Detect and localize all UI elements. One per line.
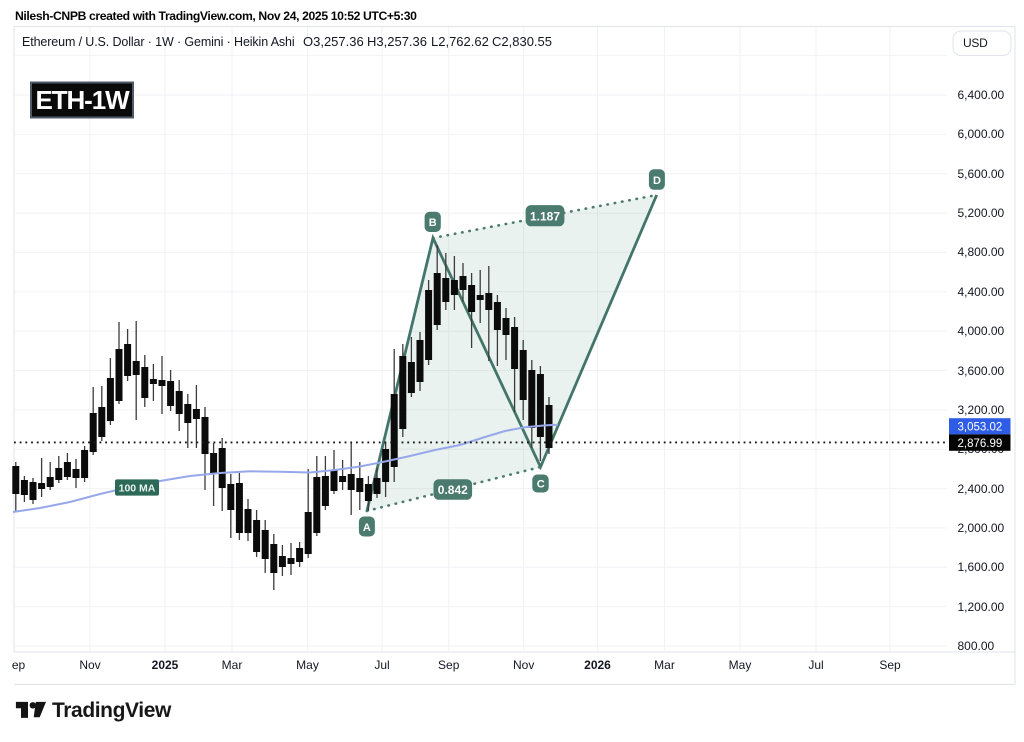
svg-text:2025: 2025 <box>152 658 179 672</box>
svg-text:100 MA: 100 MA <box>119 482 156 494</box>
svg-text:ETH-1W: ETH-1W <box>35 85 130 115</box>
svg-text:2026: 2026 <box>584 658 611 672</box>
svg-text:Nov: Nov <box>513 658 534 672</box>
svg-text:May: May <box>729 658 752 672</box>
svg-text:4,400.00: 4,400.00 <box>958 285 1005 299</box>
svg-text:3,200.00: 3,200.00 <box>958 403 1005 417</box>
svg-text:5,200.00: 5,200.00 <box>958 206 1005 220</box>
svg-text:D: D <box>653 175 661 187</box>
svg-text:2,000.00: 2,000.00 <box>958 521 1005 535</box>
svg-text:800.00: 800.00 <box>958 639 995 653</box>
svg-text:C2,830.55: C2,830.55 <box>492 34 552 49</box>
svg-text:1.187: 1.187 <box>530 210 560 224</box>
svg-text:Ethereum / U.S. Dollar · 1W ·: Ethereum / U.S. Dollar · 1W · Gemini · H… <box>22 35 295 49</box>
svg-text:Nov: Nov <box>79 658 100 672</box>
svg-text:Mar: Mar <box>222 658 243 672</box>
svg-text:2,876.99: 2,876.99 <box>958 438 1003 450</box>
svg-text:Sep: Sep <box>879 658 901 672</box>
svg-text:TradingView: TradingView <box>52 699 172 722</box>
svg-text:A: A <box>363 522 371 534</box>
svg-text:USD: USD <box>963 36 988 50</box>
svg-text:0.842: 0.842 <box>438 483 468 497</box>
svg-text:2,400.00: 2,400.00 <box>958 482 1005 496</box>
svg-text:Nilesh-CNPB created with Tradi: Nilesh-CNPB created with TradingView.com… <box>15 9 417 23</box>
svg-text:1,600.00: 1,600.00 <box>958 560 1005 574</box>
svg-text:4,000.00: 4,000.00 <box>958 324 1005 338</box>
svg-text:ep: ep <box>12 658 26 672</box>
svg-text:May: May <box>296 658 319 672</box>
svg-text:H3,257.36: H3,257.36 <box>367 34 427 49</box>
svg-text:1,200.00: 1,200.00 <box>958 600 1005 614</box>
svg-text:6,000.00: 6,000.00 <box>958 127 1005 141</box>
svg-text:6,400.00: 6,400.00 <box>958 88 1005 102</box>
svg-text:B: B <box>429 217 437 229</box>
svg-text:C: C <box>537 479 545 491</box>
svg-text:O3,257.36: O3,257.36 <box>303 34 364 49</box>
svg-text:Sep: Sep <box>438 658 460 672</box>
svg-text:5,600.00: 5,600.00 <box>958 167 1005 181</box>
svg-text:3,053.02: 3,053.02 <box>958 422 1003 434</box>
svg-text:L2,762.62: L2,762.62 <box>431 34 489 49</box>
svg-text:3,600.00: 3,600.00 <box>958 364 1005 378</box>
svg-text:4,800.00: 4,800.00 <box>958 245 1005 259</box>
svg-text:Mar: Mar <box>654 658 675 672</box>
svg-text:Jul: Jul <box>374 658 389 672</box>
svg-text:Jul: Jul <box>808 658 823 672</box>
